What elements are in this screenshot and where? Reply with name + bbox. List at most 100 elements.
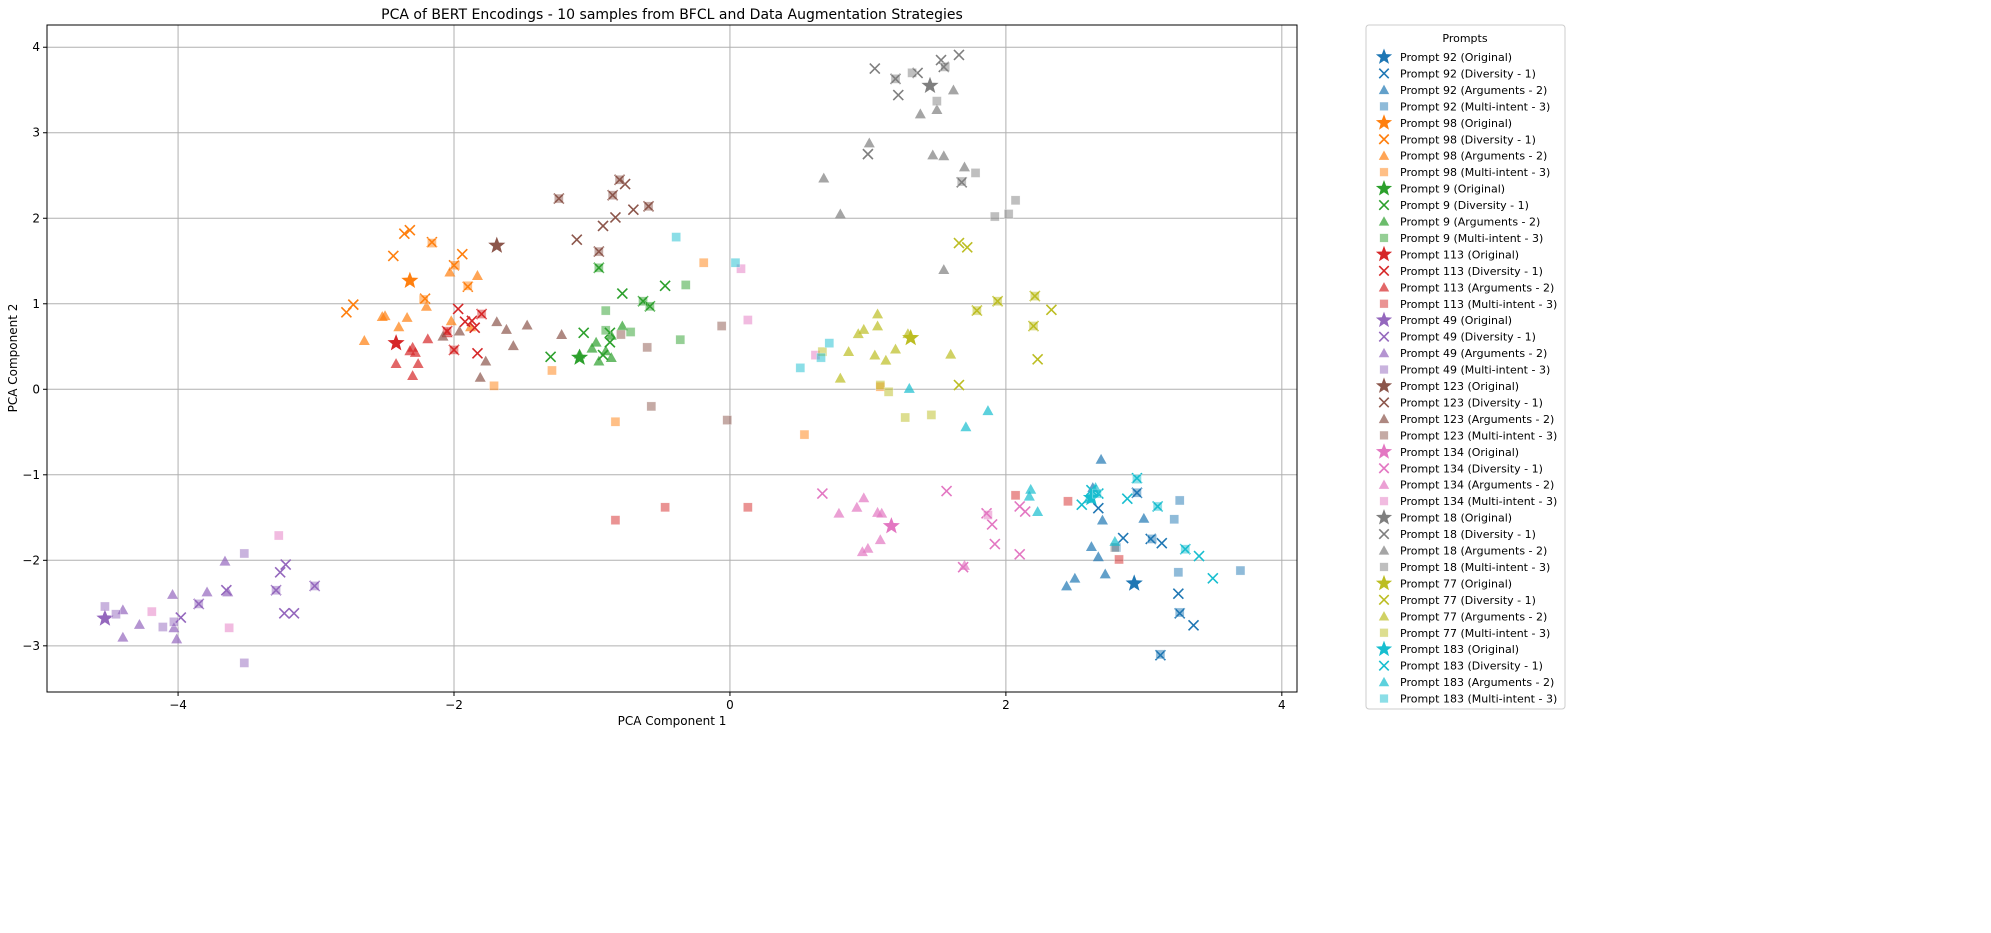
legend-marker-icon	[1378, 397, 1390, 408]
legend-marker-icon	[1378, 150, 1390, 160]
legend-item[interactable]: Prompt 134 (Arguments - 2)	[1378, 479, 1555, 492]
data-point	[404, 224, 416, 236]
legend-item[interactable]: Prompt 77 (Diversity - 1)	[1378, 594, 1536, 607]
legend-item[interactable]: Prompt 92 (Original)	[1375, 48, 1512, 65]
legend-item[interactable]: Prompt 49 (Multi-intent - 3)	[1379, 364, 1551, 377]
data-point	[1174, 607, 1185, 618]
data-point	[117, 631, 129, 642]
data-point	[834, 208, 846, 219]
data-point	[795, 363, 806, 373]
legend-item[interactable]: Prompt 113 (Arguments - 2)	[1378, 281, 1555, 294]
data-point	[1003, 209, 1014, 219]
legend-item[interactable]: Prompt 49 (Original)	[1375, 311, 1512, 328]
data-point	[445, 315, 457, 326]
legend-item[interactable]: Prompt 49 (Diversity - 1)	[1378, 331, 1536, 344]
legend-item[interactable]: Prompt 134 (Original)	[1375, 443, 1519, 459]
legend-item[interactable]: Prompt 92 (Diversity - 1)	[1378, 67, 1536, 80]
legend-item[interactable]: Prompt 9 (Arguments - 2)	[1378, 216, 1541, 229]
legend-item[interactable]: Prompt 98 (Diversity - 1)	[1378, 133, 1536, 146]
data-point	[659, 280, 671, 292]
legend-item[interactable]: Prompt 123 (Diversity - 1)	[1378, 396, 1543, 409]
series-prompt-77-arguments-2	[834, 308, 957, 383]
legend-item[interactable]: Prompt 49 (Arguments - 2)	[1378, 347, 1548, 360]
data-point	[892, 89, 904, 101]
legend-item[interactable]: Prompt 18 (Original)	[1375, 509, 1512, 525]
data-point	[1117, 532, 1129, 544]
data-point	[616, 320, 628, 331]
legend-item[interactable]: Prompt 98 (Arguments - 2)	[1378, 150, 1548, 163]
legend-item[interactable]: Prompt 113 (Diversity - 1)	[1378, 265, 1543, 278]
grid	[47, 25, 1297, 692]
legend-marker-icon	[1378, 347, 1390, 358]
legend-label: Prompt 9 (Original)	[1400, 183, 1505, 196]
data-point	[958, 161, 970, 172]
data-point	[521, 319, 533, 330]
data-point	[280, 559, 292, 571]
legend-marker-icon	[1375, 245, 1393, 262]
data-point	[401, 311, 413, 322]
data-point	[736, 263, 746, 274]
legend-item[interactable]: Prompt 9 (Original)	[1375, 180, 1505, 196]
data-point	[556, 329, 568, 339]
data-point	[169, 617, 179, 627]
legend-item[interactable]: Prompt 77 (Original)	[1375, 574, 1512, 591]
legend-label: Prompt 183 (Multi-intent - 3)	[1400, 693, 1557, 706]
legend: Prompts Prompt 92 (Original) Prompt 92 (D…	[1365, 24, 1566, 710]
data-point	[347, 299, 359, 311]
legend-item[interactable]: Prompt 18 (Arguments - 2)	[1378, 545, 1548, 558]
series-prompt-92-multi-intent-3	[1111, 488, 1246, 660]
legend-marker-icon	[1379, 694, 1389, 704]
data-point	[1023, 490, 1035, 501]
data-point	[858, 323, 870, 334]
legend-item[interactable]: Prompt 113 (Original)	[1375, 245, 1519, 262]
data-point	[970, 168, 981, 178]
legend-item[interactable]: Prompt 9 (Multi-intent - 3)	[1379, 232, 1544, 245]
legend-item[interactable]: Prompt 18 (Diversity - 1)	[1378, 528, 1536, 541]
data-point	[274, 530, 284, 541]
data-point	[609, 211, 621, 223]
legend-item[interactable]: Prompt 183 (Arguments - 2)	[1378, 676, 1555, 689]
legend-marker-icon	[1379, 233, 1389, 243]
legend-marker-icon	[1378, 265, 1390, 277]
data-point	[643, 201, 654, 212]
data-point	[167, 589, 179, 599]
legend-item[interactable]: Prompt 183 (Multi-intent - 3)	[1379, 693, 1558, 706]
data-point	[931, 104, 943, 115]
data-points	[96, 49, 1246, 668]
legend-item[interactable]: Prompt 134 (Diversity - 1)	[1378, 462, 1543, 475]
data-point	[201, 586, 213, 597]
data-point	[903, 382, 915, 393]
data-point	[1085, 541, 1097, 552]
legend-item[interactable]: Prompt 98 (Multi-intent - 3)	[1379, 166, 1551, 179]
series-prompt-134-multi-intent-3	[147, 263, 993, 633]
legend-item[interactable]: Prompt 113 (Multi-intent - 3)	[1379, 298, 1558, 311]
data-point	[907, 68, 917, 78]
data-point	[309, 581, 320, 591]
data-point	[1095, 453, 1107, 464]
legend-label: Prompt 9 (Multi-intent - 3)	[1400, 232, 1543, 245]
legend-label: Prompt 77 (Original)	[1400, 577, 1512, 590]
data-point	[610, 515, 621, 525]
legend-item[interactable]: Prompt 92 (Multi-intent - 3)	[1379, 100, 1551, 113]
legend-item[interactable]: Prompt 18 (Multi-intent - 3)	[1379, 561, 1551, 574]
legend-item[interactable]: Prompt 183 (Diversity - 1)	[1378, 660, 1543, 673]
legend-item[interactable]: Prompt 134 (Multi-intent - 3)	[1379, 495, 1558, 508]
legend-item[interactable]: Prompt 9 (Diversity - 1)	[1378, 199, 1529, 212]
series-prompt-9-arguments-2	[574, 320, 628, 366]
legend-item[interactable]: Prompt 183 (Original)	[1375, 640, 1519, 657]
data-point	[743, 315, 753, 325]
legend-item[interactable]: Prompt 92 (Arguments - 2)	[1378, 84, 1548, 97]
data-point	[874, 534, 886, 545]
legend-item[interactable]: Prompt 77 (Multi-intent - 3)	[1379, 627, 1551, 640]
legend-item[interactable]: Prompt 123 (Multi-intent - 3)	[1379, 429, 1558, 442]
legend-item[interactable]: Prompt 77 (Arguments - 2)	[1378, 610, 1548, 623]
data-point	[1174, 495, 1185, 506]
legend-label: Prompt 113 (Diversity - 1)	[1400, 265, 1543, 278]
data-point	[799, 429, 810, 440]
legend-item[interactable]: Prompt 123 (Arguments - 2)	[1378, 413, 1555, 426]
legend-item[interactable]: Prompt 98 (Original)	[1375, 114, 1512, 130]
legend-item[interactable]: Prompt 123 (Original)	[1375, 377, 1519, 393]
legend-label: Prompt 9 (Diversity - 1)	[1400, 199, 1529, 212]
data-point	[660, 502, 670, 513]
